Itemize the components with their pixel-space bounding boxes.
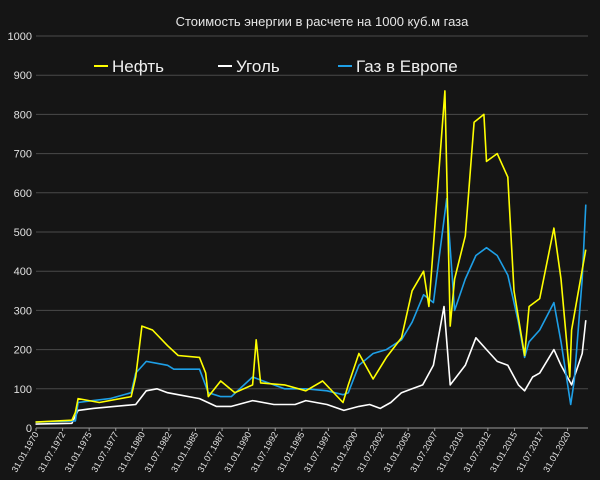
legend-label: Уголь [236, 57, 280, 76]
y-tick-label: 200 [14, 345, 32, 357]
y-tick-label: 1000 [8, 31, 32, 43]
series-line [35, 305, 587, 425]
legend: Нефть Уголь Газ в Европе [94, 57, 458, 76]
y-tick-label: 600 [14, 188, 32, 200]
y-tick-label: 800 [14, 109, 32, 121]
series-line [35, 197, 587, 423]
y-tick-label: 0 [26, 423, 32, 435]
grid-lines [36, 35, 588, 429]
series-line [35, 90, 587, 423]
chart-title: Стоимость энергии в расчете на 1000 куб.… [176, 14, 470, 29]
y-tick-label: 700 [14, 149, 32, 161]
x-axis-ticks: 31.01.197031.07.197231.01.197531.07.1977… [10, 428, 572, 474]
legend-label: Газ в Европе [356, 57, 458, 76]
y-tick-label: 400 [14, 266, 32, 278]
legend-label: Нефть [112, 57, 164, 76]
y-axis-ticks: 0 100 200 300 400 500 600 700 800 900 1000 [8, 31, 32, 435]
y-tick-label: 100 [14, 384, 32, 396]
y-tick-label: 500 [14, 227, 32, 239]
series-lines [35, 90, 587, 425]
y-tick-label: 300 [14, 305, 32, 317]
x-tick-label: 31.01.2020 [541, 430, 572, 474]
y-tick-label: 900 [14, 70, 32, 82]
